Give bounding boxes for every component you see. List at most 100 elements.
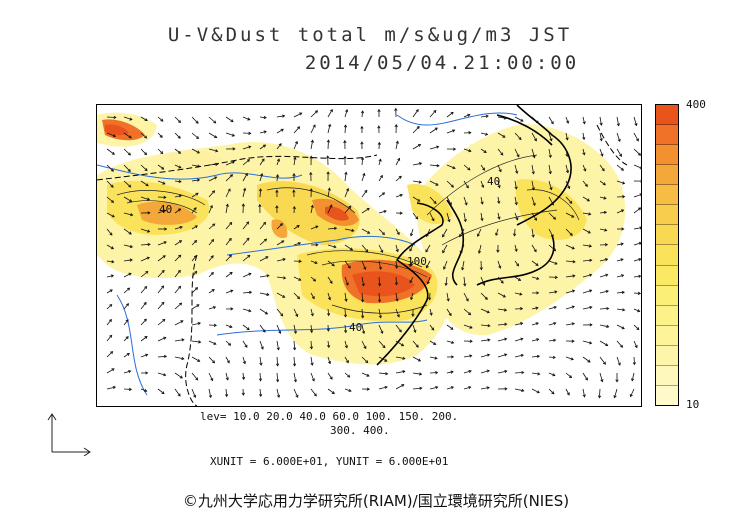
wind-vector [531, 388, 540, 394]
wind-vector [463, 308, 471, 316]
wind-vector [395, 158, 400, 166]
wind-vector [514, 260, 519, 267]
wind-vector-head [110, 274, 115, 278]
wind-vector [548, 212, 556, 220]
wind-vector [497, 354, 507, 358]
wind-vector-head [567, 185, 571, 190]
wind-vector [633, 308, 640, 312]
wind-vector [378, 276, 381, 286]
wind-vector [531, 116, 539, 124]
wind-vector-head [144, 336, 148, 339]
wind-vector [480, 196, 483, 205]
wind-vector [310, 372, 315, 382]
wind-vector-head [395, 298, 399, 302]
wind-vector-head [425, 265, 429, 269]
wind-vector-head [314, 261, 318, 265]
wind-vector [123, 319, 129, 326]
wind-vector [310, 140, 314, 150]
wind-vector-head [467, 113, 471, 117]
wind-vector-head [327, 187, 331, 191]
wind-vector [191, 164, 200, 167]
wind-vector [378, 228, 385, 235]
wind-vector-head [619, 153, 622, 157]
wind-vector-head [193, 255, 197, 259]
dust-plume-outer-china [97, 141, 451, 365]
wind-vector [293, 276, 301, 281]
wind-vector-head [518, 137, 522, 141]
wind-vector [565, 290, 575, 294]
wind-vector-head [327, 297, 332, 301]
wind-vector-head [329, 108, 333, 113]
wind-vector [378, 175, 383, 182]
wind-vector-head [178, 194, 183, 198]
wind-vector-head [326, 344, 331, 349]
wind-vector-head [553, 216, 557, 220]
wind-vector-head [409, 233, 414, 237]
wind-vector [106, 116, 116, 118]
wind-vector [480, 132, 488, 135]
wind-vector-head [377, 299, 382, 303]
wind-vector [459, 228, 465, 237]
wind-vector [191, 116, 199, 124]
wind-vector-head [110, 351, 114, 355]
wind-vector [361, 372, 370, 377]
wind-vector [395, 194, 403, 198]
wind-vector-head [487, 338, 491, 342]
wind-vector-head [604, 228, 608, 232]
wind-vector-head [486, 369, 490, 373]
wind-vector [310, 292, 315, 299]
wind-vector [446, 371, 454, 374]
wind-vector [191, 304, 200, 310]
wind-vector [582, 180, 588, 187]
wind-vector [259, 340, 264, 350]
wind-vector [327, 292, 331, 300]
wind-vector-head [426, 281, 430, 285]
wind-vector [582, 116, 585, 124]
wind-vector [599, 196, 606, 199]
wind-vector-head [360, 156, 365, 160]
wind-vector [463, 212, 466, 222]
wind-vector-head [571, 339, 575, 343]
colorbar-min-label: 10 [686, 398, 700, 411]
wind-vector [616, 324, 625, 329]
wind-vector [565, 180, 570, 189]
wind-vector-head [442, 250, 446, 254]
wind-vector-head [331, 391, 335, 395]
wind-vector-head [328, 361, 332, 365]
wind-vector [429, 340, 436, 345]
wind-vector-head [128, 370, 132, 374]
wind-vector [327, 340, 330, 348]
wind-vector-head [211, 239, 215, 243]
wind-vector-head [161, 269, 165, 273]
wind-vector-head [292, 347, 297, 351]
wind-vector-head [483, 150, 487, 154]
wind-vector [344, 276, 349, 286]
wind-vector [395, 340, 404, 347]
wind-vector-head [366, 387, 370, 391]
wind-vector [426, 260, 431, 268]
wind-vector [310, 324, 313, 333]
wind-vector [174, 195, 182, 198]
wind-vector [140, 116, 148, 121]
wind-vector [157, 132, 163, 138]
wind-vector [242, 340, 248, 348]
colorbar-segment [656, 305, 678, 326]
wind-vector-head [553, 322, 557, 326]
wind-vector [616, 243, 624, 246]
wind-vector-head [178, 208, 182, 212]
wind-vector-head [468, 369, 472, 373]
wind-vector [208, 372, 213, 381]
wind-vector-head [531, 171, 535, 175]
wind-vector-head [147, 242, 151, 247]
wind-vector-head [378, 266, 382, 270]
wind-vector-head [520, 337, 524, 341]
wind-vector [106, 132, 116, 137]
wind-vector-head [278, 143, 282, 147]
wind-vector-head [469, 339, 473, 343]
wind-vector-head [397, 157, 401, 161]
wind-vector-head [586, 198, 590, 202]
dust-plume-mid-north [257, 181, 360, 245]
wind-vector [446, 340, 454, 344]
wind-vector-head [634, 123, 638, 127]
contour-levels-line1: lev= 10.0 20.0 40.0 60.0 100. 150. 200. [200, 410, 459, 423]
